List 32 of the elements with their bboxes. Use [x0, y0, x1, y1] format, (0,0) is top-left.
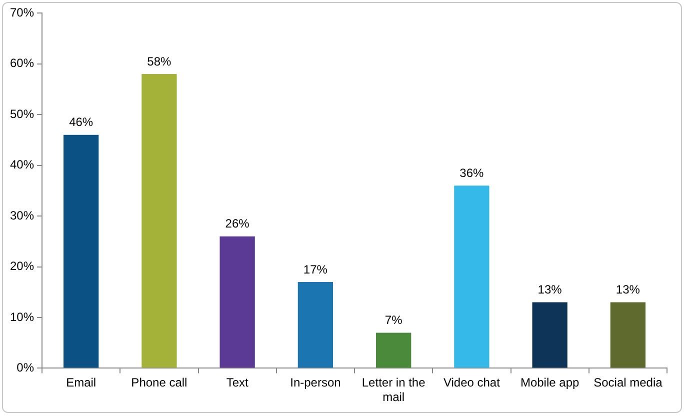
y-tick-label: 30% — [10, 208, 34, 222]
data-label: 17% — [303, 262, 328, 276]
y-tick-label: 70% — [10, 6, 34, 20]
bar — [298, 282, 334, 368]
x-tick-label: Social media — [594, 376, 663, 390]
y-tick-label: 60% — [10, 56, 34, 70]
data-label: 13% — [616, 282, 640, 297]
data-label: 13% — [538, 282, 562, 297]
bar — [376, 332, 412, 368]
bar — [532, 302, 568, 368]
x-tick-label: Text — [226, 376, 249, 390]
x-tick-label: Email — [66, 376, 96, 390]
x-tick-label: Video chat — [443, 376, 501, 390]
x-tick-label: Phone call — [131, 376, 188, 390]
x-tick-label: Mobile app — [520, 376, 580, 390]
bar — [220, 236, 255, 368]
data-label: 36% — [460, 166, 484, 180]
x-tick-label: In-person — [290, 376, 341, 390]
bar — [610, 302, 646, 368]
bar — [142, 74, 177, 368]
y-tick-label: 40% — [10, 158, 34, 172]
data-label: 26% — [225, 216, 250, 231]
data-label: 58% — [147, 54, 172, 68]
y-tick-label: 0% — [16, 360, 34, 375]
data-label: 46% — [69, 115, 94, 130]
bar — [64, 134, 99, 368]
y-tick-label: 50% — [10, 106, 34, 121]
x-tick-label: Letter in the mail — [362, 376, 426, 404]
y-tick-label: 10% — [10, 310, 34, 324]
bar — [454, 186, 490, 368]
y-tick-label: 20% — [10, 259, 34, 274]
data-label: 7% — [384, 313, 403, 328]
